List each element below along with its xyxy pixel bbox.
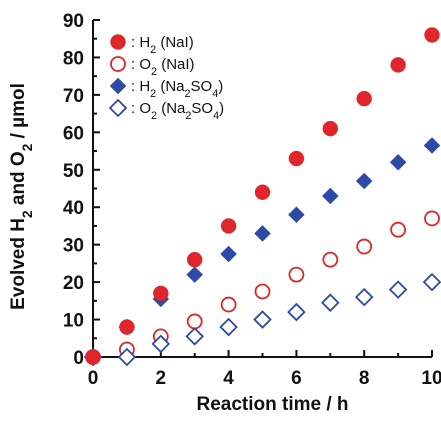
legend-marker bbox=[110, 56, 126, 72]
data-point bbox=[253, 310, 272, 329]
data-point bbox=[423, 137, 441, 154]
data-point bbox=[424, 210, 440, 227]
text-part: Evolved H bbox=[8, 218, 29, 310]
text-part: : H bbox=[131, 34, 150, 51]
data-point bbox=[186, 266, 204, 283]
data-point bbox=[117, 347, 137, 367]
text-part: and O bbox=[8, 151, 29, 210]
data-point bbox=[254, 283, 271, 300]
legend-label: : H2 (Na2SO4) bbox=[131, 78, 223, 100]
data-point bbox=[220, 218, 237, 234]
text-part: (Na bbox=[156, 78, 185, 95]
subscript: 2 bbox=[20, 143, 35, 151]
legend-label: : H2 (NaI) bbox=[131, 34, 194, 56]
text-part: ) bbox=[219, 100, 224, 117]
legend-marker bbox=[110, 34, 126, 50]
data-point bbox=[254, 225, 271, 242]
legend-label: : O2 (NaI) bbox=[131, 56, 195, 78]
subscript: 2 bbox=[185, 88, 191, 100]
data-point bbox=[254, 184, 271, 200]
data-point bbox=[322, 251, 339, 268]
y-tick-label: 30 bbox=[63, 236, 84, 257]
text-part: (NaI) bbox=[157, 56, 195, 73]
y-tick-label: 0 bbox=[73, 348, 84, 369]
data-point bbox=[153, 285, 169, 302]
data-point bbox=[288, 266, 305, 283]
series-h2-na2so4- bbox=[84, 137, 441, 366]
data-point bbox=[354, 287, 374, 307]
subscript: 4 bbox=[212, 88, 218, 100]
data-point bbox=[389, 153, 407, 171]
legend-marker bbox=[108, 98, 128, 118]
y-axis-title: Evolved H2 and O2 / µmol bbox=[8, 83, 35, 310]
text-part: (Na bbox=[157, 100, 186, 117]
y-tick-label: 20 bbox=[63, 273, 84, 294]
data-point bbox=[288, 150, 305, 167]
x-tick-label: 10 bbox=[421, 368, 441, 389]
y-tick-label: 90 bbox=[63, 11, 84, 32]
data-point bbox=[288, 206, 305, 224]
data-point bbox=[390, 57, 406, 73]
data-point bbox=[356, 238, 373, 255]
data-point bbox=[388, 280, 408, 299]
text-part: : O bbox=[131, 56, 151, 73]
series-h2-nai- bbox=[85, 27, 440, 365]
y-tick-label: 40 bbox=[63, 198, 84, 219]
subscript: 2 bbox=[151, 110, 157, 122]
text-part: : H bbox=[131, 78, 150, 95]
x-tick-label: 6 bbox=[291, 368, 302, 389]
data-point bbox=[185, 327, 204, 346]
legend: : H2 (NaI): O2 (NaI): H2 (Na2SO4): O2 (N… bbox=[108, 34, 224, 122]
subscript: 4 bbox=[213, 110, 219, 122]
text-part: : O bbox=[131, 100, 151, 117]
data-point bbox=[186, 313, 203, 330]
y-tick-label: 80 bbox=[63, 48, 84, 69]
text-part: / µmol bbox=[8, 83, 29, 144]
subscript: 2 bbox=[185, 110, 191, 122]
text-part: SO bbox=[191, 78, 213, 95]
x-tick-label: 0 bbox=[88, 368, 99, 389]
data-point bbox=[287, 302, 306, 322]
data-point bbox=[119, 319, 135, 335]
x-tick-label: 4 bbox=[223, 368, 234, 389]
data-point bbox=[151, 334, 171, 354]
text-part: (NaI) bbox=[156, 34, 194, 51]
data-point bbox=[322, 120, 339, 137]
data-point bbox=[422, 272, 441, 292]
data-point bbox=[355, 172, 373, 190]
subscript: 2 bbox=[150, 88, 156, 100]
data-point bbox=[85, 349, 101, 365]
x-axis-title: Reaction time / h bbox=[196, 394, 348, 415]
subscript: 2 bbox=[20, 210, 35, 218]
axes: 0 10 20 30 40 50 60 70 80 90 0 2 4 6 8 10 Reaction time … bbox=[8, 11, 441, 415]
data-point bbox=[424, 27, 440, 43]
data-point bbox=[186, 251, 203, 268]
data-point bbox=[390, 221, 407, 238]
data-point bbox=[219, 317, 238, 337]
y-tick-label: 70 bbox=[63, 86, 84, 107]
data-points bbox=[83, 27, 441, 367]
y-tick-label: 10 bbox=[63, 311, 84, 332]
subscript: 2 bbox=[151, 66, 157, 78]
data-point bbox=[356, 90, 372, 107]
y-tick-label: 60 bbox=[63, 123, 84, 144]
data-point bbox=[321, 187, 339, 205]
x-tick-label: 8 bbox=[359, 368, 370, 389]
data-point bbox=[321, 293, 340, 312]
y-tick-label: 50 bbox=[63, 161, 84, 182]
data-point bbox=[220, 296, 237, 313]
subscript: 2 bbox=[150, 44, 156, 56]
text-part: ) bbox=[218, 78, 223, 95]
x-tick-label: 2 bbox=[156, 368, 167, 389]
legend-marker bbox=[109, 77, 127, 95]
legend-label: : O2 (Na2SO4) bbox=[131, 100, 224, 122]
data-point bbox=[220, 245, 237, 263]
text-part: SO bbox=[191, 100, 213, 117]
